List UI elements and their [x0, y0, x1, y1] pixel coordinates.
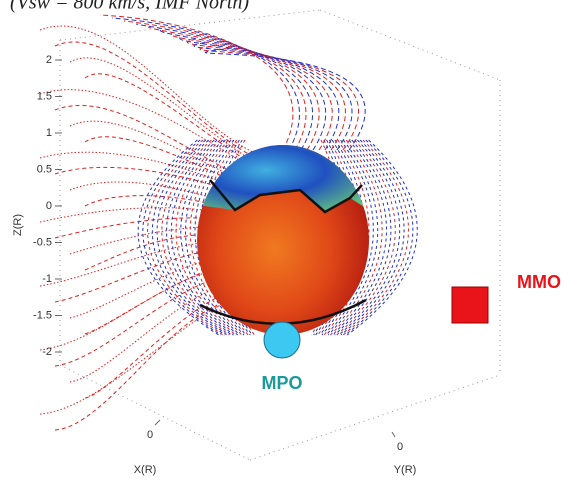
x-axis-label: X(R) — [134, 464, 157, 476]
z-tick-label: 1 — [46, 127, 52, 139]
chart-title: (Vsw = 800 km/s, IMF North) — [10, 0, 249, 14]
field-line — [123, 20, 307, 151]
field-line — [39, 267, 284, 351]
z-tick-label: 0.5 — [37, 163, 52, 175]
field-line — [84, 195, 284, 229]
field-line — [189, 139, 370, 336]
field-line — [186, 38, 346, 151]
y-axis-label: Y(R) — [394, 464, 417, 476]
y-tick-label: 0 — [397, 441, 403, 453]
field-line — [54, 273, 284, 367]
z-tick-label: -0.5 — [33, 236, 52, 248]
field-line — [84, 234, 284, 271]
field-line — [54, 41, 284, 169]
annotation: MMO — [517, 272, 561, 292]
field-line — [161, 139, 396, 336]
y-tick — [391, 431, 396, 438]
field-line — [135, 23, 313, 151]
x-tick-label: 0 — [147, 429, 153, 441]
field-line — [170, 32, 333, 151]
field-line — [39, 25, 284, 163]
z-tick-label: -1.5 — [33, 309, 52, 321]
field-line — [39, 89, 284, 187]
mpo-marker — [263, 321, 301, 359]
axis-box — [59, 9, 501, 461]
planet — [197, 145, 369, 335]
field-line — [54, 104, 284, 193]
field-line — [156, 139, 401, 336]
z-tick-label: -1 — [42, 273, 52, 285]
field-line — [180, 139, 379, 336]
z-axis-label: Z(R) — [12, 214, 24, 236]
field-line — [147, 26, 320, 151]
field-line — [185, 139, 374, 336]
z-tick-label: 0 — [46, 200, 52, 212]
field-line — [193, 41, 353, 151]
field-line — [54, 217, 284, 241]
z-tick-label: 1.5 — [37, 90, 52, 102]
field-line — [137, 139, 418, 336]
field-line — [170, 139, 387, 336]
field-line — [204, 47, 366, 151]
field-line — [69, 280, 284, 383]
field-line — [111, 17, 300, 151]
mmo-marker — [451, 286, 489, 324]
field-line — [142, 139, 414, 336]
z-tick-label: -2 — [42, 346, 52, 358]
field-line — [69, 57, 284, 175]
annotation: MPO — [261, 373, 302, 393]
x-tick — [154, 419, 161, 426]
field-line — [166, 139, 392, 336]
z-tick-label: 2 — [46, 54, 52, 66]
field-line — [147, 139, 409, 336]
field-line — [151, 139, 405, 336]
